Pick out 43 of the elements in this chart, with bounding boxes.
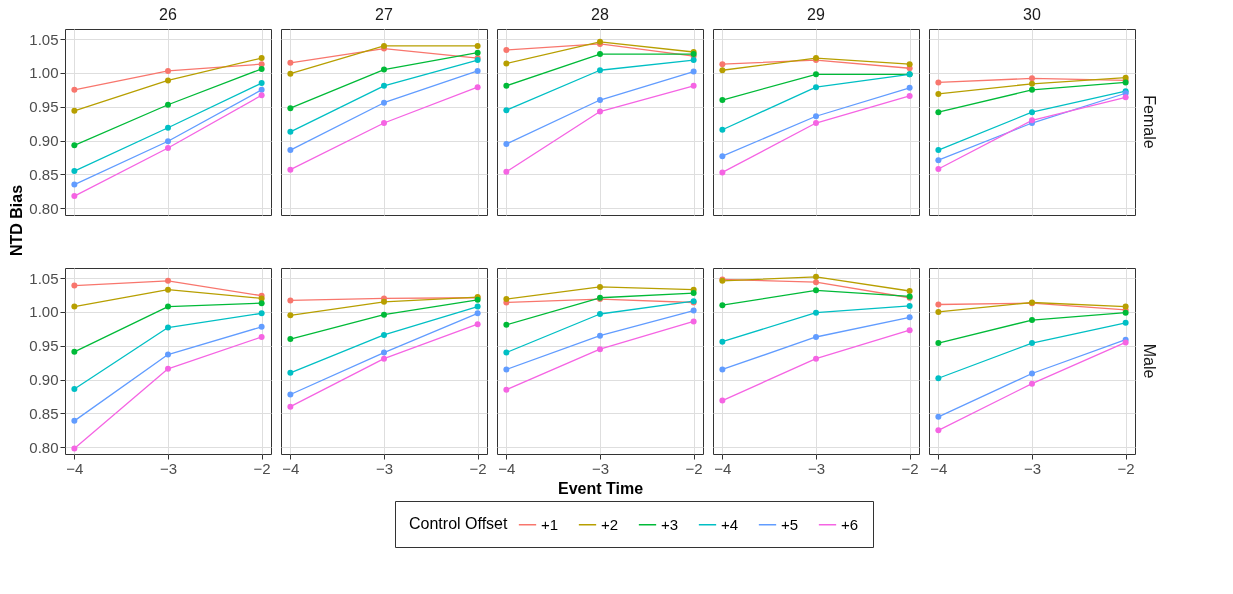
y-tick-label: 0.85 [29, 165, 59, 183]
x-axis-title: Event Time [557, 479, 644, 497]
x-tick-label: −4 [282, 459, 300, 477]
legend-label: +5 [781, 515, 799, 533]
chart-title: 29 [807, 6, 825, 23]
x-tick-label: −2 [1117, 459, 1135, 477]
legend-label: +4 [721, 515, 739, 533]
y2-axis-title: Female [1141, 95, 1158, 149]
y-tick-label: 1.05 [29, 269, 59, 287]
chart-title: 30 [1023, 6, 1041, 23]
x-tick-label: −2 [901, 459, 919, 477]
x-tick-label: −4 [714, 459, 732, 477]
y-tick-label: 0.90 [29, 132, 59, 150]
legend-label: +2 [601, 515, 619, 533]
y-tick-label: 1.00 [29, 303, 59, 321]
y-tick-label: 0.85 [29, 404, 59, 422]
x-tick-label: −4 [66, 459, 84, 477]
x-tick-label: −2 [469, 459, 487, 477]
y-tick-label: 1.00 [29, 64, 59, 82]
y-tick-label: 0.95 [29, 98, 59, 116]
y-tick-label: 0.80 [29, 199, 59, 217]
x-tick-label: −3 [375, 459, 394, 477]
x-tick-label: −2 [685, 459, 703, 477]
y-tick-label: 0.80 [29, 438, 59, 456]
y-tick-label: 0.95 [29, 337, 59, 355]
chart-title: 26 [159, 6, 177, 23]
x-tick-label: −3 [807, 459, 826, 477]
chart-title: 27 [375, 6, 393, 23]
x-tick-label: −4 [498, 459, 516, 477]
legend-title: Control Offset [409, 515, 508, 532]
legend-label: +3 [661, 515, 679, 533]
y2-axis-title: Male [1141, 343, 1158, 379]
x-tick-label: −3 [1023, 459, 1042, 477]
y-tick-label: 0.90 [29, 371, 59, 389]
x-tick-label: −4 [930, 459, 948, 477]
x-tick-label: −3 [591, 459, 610, 477]
y-tick-label: 1.05 [29, 30, 59, 48]
y-axis-title: NTD Bias [8, 184, 26, 257]
x-tick-label: −2 [253, 459, 271, 477]
x-tick-label: −3 [159, 459, 178, 477]
legend-label: +1 [541, 515, 559, 533]
chart-title: 28 [591, 6, 609, 23]
legend-label: +6 [841, 515, 859, 533]
